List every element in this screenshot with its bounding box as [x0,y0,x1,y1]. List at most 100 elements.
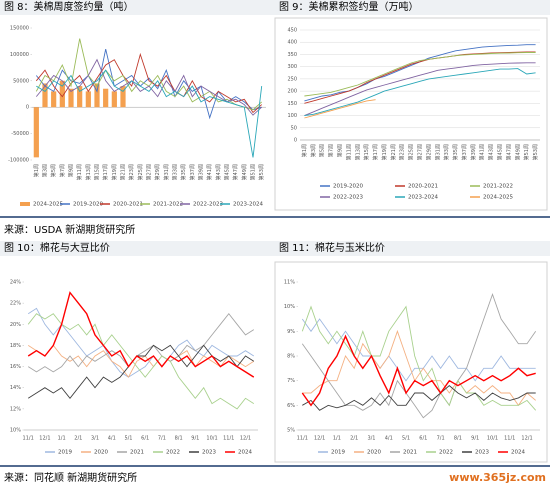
legend-label: 2021-2022 [483,184,513,190]
line [302,385,536,411]
line [27,312,255,373]
x-tick-label: 第11周 [345,144,352,160]
x-tick-label: 8/1 [175,436,183,442]
legend-label: 2023-2024 [233,202,263,208]
x-tick-label: 第51周 [250,164,257,180]
bar [33,107,39,158]
x-tick-label: 第1周 [33,164,40,177]
legend-label: 2022-2023 [193,202,223,208]
bar [42,83,48,108]
y-tick-label: 20% [10,322,21,328]
x-tick-label: 7/1 [437,436,445,442]
y-tick-label: 250 [287,76,297,82]
chart-title: 图 10：棉花与大豆比价 [4,241,110,254]
x-tick-label: 第23周 [399,144,406,160]
x-tick-label: 第41周 [479,144,486,160]
line [304,52,536,97]
x-tick-label: 9/1 [471,436,479,442]
chart-frame [274,17,548,211]
chart-title: 图 9：美棉累积签约量（万吨） [279,0,419,13]
x-tick-label: 第29周 [154,164,161,180]
source: 来源：同花顺 新湖期货研究所 [4,471,137,484]
x-tick-label: 第43周 [488,144,495,160]
x-tick-label: 第17周 [372,144,379,160]
x-tick-label: 第35周 [452,144,459,160]
y-tick-label: 150 [287,101,297,107]
x-tick-label: 第15周 [363,144,370,160]
chart-title: 图 8：美棉周度签约量（吨） [4,0,134,13]
y-tick-label: -100000 [8,158,29,164]
x-tick-label: 第3周 [310,144,317,157]
x-tick-label: 第7周 [59,164,66,177]
x-tick-label: 第21周 [390,144,397,160]
x-tick-label: 第49周 [514,144,521,160]
legend-label: 2019 [331,450,345,456]
bar [111,91,117,108]
x-tick-label: 第45周 [497,144,504,160]
legend-label: 2024-2025 [33,202,63,208]
legend-label: 2020 [367,450,381,456]
legend-label: 2019-2020 [333,184,363,190]
y-tick-label: 150000 [10,26,29,32]
x-tick-label: 第33周 [443,144,450,160]
x-tick-label: 2/1 [350,436,358,442]
y-tick-label: 450 [287,28,297,34]
x-tick-label: 6/1 [419,436,427,442]
legend-label: 2020-2021 [408,184,438,190]
line [304,99,376,119]
y-tick-label: 50000 [13,78,29,84]
line [27,344,255,400]
x-tick-label: 第39周 [470,144,477,160]
x-tick-label: 3/1 [367,436,375,442]
legend-label: 2024-2025 [483,195,513,201]
y-tick-label: 0 [294,138,297,144]
y-tick-label: 5% [287,428,295,434]
x-tick-label: 2/1 [74,436,82,442]
x-tick-label: 第13周 [354,144,361,160]
x-tick-label: 第53周 [258,164,265,180]
y-tick-label: 8% [287,354,295,360]
bar [77,86,83,108]
x-tick-label: 第37周 [189,164,196,180]
x-tick-label: 第5周 [319,144,326,157]
x-tick-label: 第9周 [68,164,75,177]
x-tick-label: 第1周 [301,144,308,157]
line [27,291,255,378]
y-tick-label: 11% [284,280,295,286]
bar [68,88,74,108]
x-tick-label: 5/1 [124,436,132,442]
x-tick-label: 9/1 [191,436,199,442]
x-tick-label: 第31周 [163,164,170,180]
x-tick-label: 第41周 [206,164,213,180]
x-tick-label: 第15周 [94,164,101,180]
legend-label: 2019 [58,450,72,456]
caption-bar [0,0,550,15]
x-tick-label: 第7周 [328,144,335,157]
x-tick-label: 11/1 [23,436,34,442]
x-tick-label: 第5周 [50,164,57,177]
x-tick-label: 5/1 [402,436,410,442]
bar [103,88,109,108]
x-tick-label: 第35周 [180,164,187,180]
x-tick-label: 12/1 [314,436,325,442]
x-tick-label: 4/1 [385,436,393,442]
legend-label: 2023 [475,450,489,456]
y-tick-label: 16% [10,364,21,370]
y-tick-label: 12% [10,406,21,412]
bar [51,91,57,108]
legend-label: 2024 [511,450,525,456]
x-tick-label: 第25周 [137,164,144,180]
x-tick-label: 10/1 [487,436,498,442]
y-tick-label: 100 [287,113,297,119]
line [27,307,255,378]
bar [59,80,65,108]
y-tick-label: 14% [10,385,21,391]
x-tick-label: 第25周 [408,144,415,160]
legend-label: 2021 [130,450,144,456]
chart-title: 图 11：棉花与玉米比价 [279,241,385,254]
line [304,68,536,117]
x-tick-label: 1/1 [333,436,341,442]
x-tick-label: 12/1 [521,436,532,442]
y-tick-label: 22% [10,301,21,307]
